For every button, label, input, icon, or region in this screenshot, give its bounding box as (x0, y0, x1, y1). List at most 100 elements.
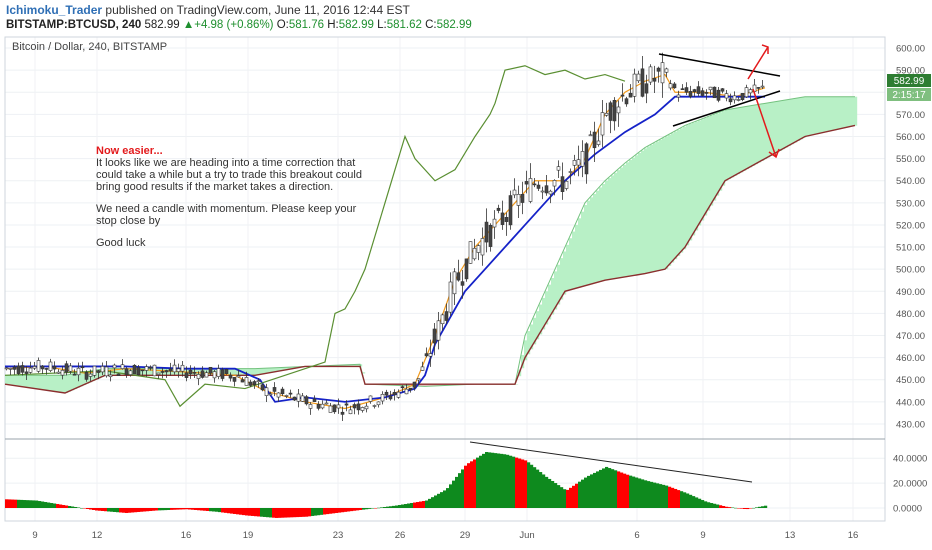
price-axis[interactable]: 430.00 440.00 450.00 460.00 470.00 480.00 490.… (896, 44, 925, 431)
candle-body (348, 409, 353, 415)
histogram-bar (545, 476, 549, 508)
candle-body (344, 403, 349, 406)
histogram-bar (482, 453, 486, 508)
histogram-bar (260, 508, 264, 517)
histogram-bar (323, 508, 327, 515)
arrowhead-up-icon (761, 44, 769, 54)
cloud-segment (731, 108, 735, 178)
cloud-segment (344, 364, 348, 367)
histogram-bar (56, 504, 60, 508)
candle-body (168, 368, 173, 372)
histogram-bar (272, 508, 276, 518)
histogram-bar (155, 508, 159, 511)
triangle-upper-line[interactable] (658, 53, 781, 77)
candle-body (192, 372, 197, 374)
cloud-segment (275, 367, 279, 372)
histogram-bar (593, 472, 597, 508)
candle-body (196, 374, 201, 379)
histogram-bar (386, 506, 390, 508)
cloud-segment (689, 123, 693, 241)
histogram-bar (71, 506, 75, 508)
cloud-segment (422, 384, 426, 387)
histogram-bar (551, 480, 555, 508)
chart-frame (4, 36, 886, 522)
cloud-segment (149, 368, 153, 376)
candle-body (736, 99, 741, 101)
histogram-bar (413, 502, 417, 508)
cloud-segment (671, 133, 675, 263)
series-kijun-line (5, 95, 765, 403)
histogram-bar (476, 457, 480, 508)
candle-body (340, 411, 345, 415)
histogram-bar (131, 508, 135, 513)
histogram-bar (389, 506, 393, 508)
cloud-segment (566, 244, 570, 292)
cloud-segment (68, 374, 72, 392)
candle-body (68, 365, 73, 372)
candle-body (312, 398, 317, 402)
candle-body (408, 387, 413, 390)
histogram-bar (134, 508, 138, 513)
cloud-segment (725, 109, 729, 181)
breakout-up-arrow-icon[interactable] (747, 46, 769, 80)
cloud-segment (770, 102, 774, 156)
cloud-segment (563, 251, 567, 295)
histogram-bar (641, 479, 645, 508)
candle-body (248, 381, 253, 386)
candle-body (236, 375, 241, 378)
histogram-bar (734, 507, 738, 509)
cloud-segment (215, 368, 219, 376)
cloud-segment (341, 365, 345, 367)
candle-body (692, 89, 697, 93)
cloud-segment (584, 205, 588, 287)
candle-body (480, 238, 485, 256)
cloud-segment (836, 96, 840, 130)
histogram-bar (206, 508, 210, 511)
cloud-segment (761, 103, 765, 161)
candle-body (676, 94, 681, 98)
time-axis[interactable]: 9 12 16 19 23 26 29 Jun 6 9 13 16 (32, 530, 858, 541)
histogram-bar (290, 508, 294, 518)
histogram-bar (644, 480, 648, 508)
author-link[interactable]: Ichimoku_Trader (6, 3, 103, 17)
histogram-bar (635, 477, 639, 508)
histogram-bar (587, 475, 591, 508)
histogram-bar (404, 504, 408, 508)
candle-body (708, 86, 713, 91)
candle-body (624, 98, 629, 105)
cloud-segment (92, 370, 96, 382)
histogram-bar (191, 508, 195, 510)
cloud-segment (536, 311, 540, 340)
histogram-bar (665, 485, 669, 508)
candle-body (744, 87, 749, 98)
triangle-lower-line[interactable] (672, 90, 781, 127)
cloud-segment (203, 368, 207, 376)
histogram-bar (707, 502, 711, 508)
series-chikou-line (4, 65, 626, 408)
candle-body (464, 258, 469, 280)
breakout-down-arrow-icon[interactable] (752, 88, 777, 158)
candle-body (516, 194, 521, 206)
candle-body (116, 373, 121, 376)
oscillator-axis[interactable]: 40.0000 20.0000 0.0000 (893, 454, 927, 515)
candle-body (612, 100, 617, 122)
cloud-segment (278, 367, 282, 372)
candle-body (488, 224, 493, 247)
divergence-trendline[interactable] (469, 441, 753, 483)
cloud-segment (653, 143, 657, 272)
histogram-bar (401, 504, 405, 508)
histogram-bar (425, 500, 429, 508)
cloud-segment (11, 375, 15, 386)
price-chart[interactable]: Bitcoin / Dollar, 240, BITSTAMP 430.00 44… (0, 35, 932, 550)
candle-body (632, 73, 637, 97)
histogram-bar (758, 506, 762, 508)
cloud-segment (146, 368, 150, 376)
note-title: Now easier... (96, 145, 163, 157)
open-value: 581.76 (288, 19, 325, 31)
y-tick-label: 470.00 (896, 331, 925, 342)
candle-body (252, 381, 257, 385)
candle-body (656, 67, 661, 72)
candle-body (508, 195, 513, 226)
y-tick-label: 500.00 (896, 265, 925, 276)
cloud-segment (683, 126, 687, 250)
